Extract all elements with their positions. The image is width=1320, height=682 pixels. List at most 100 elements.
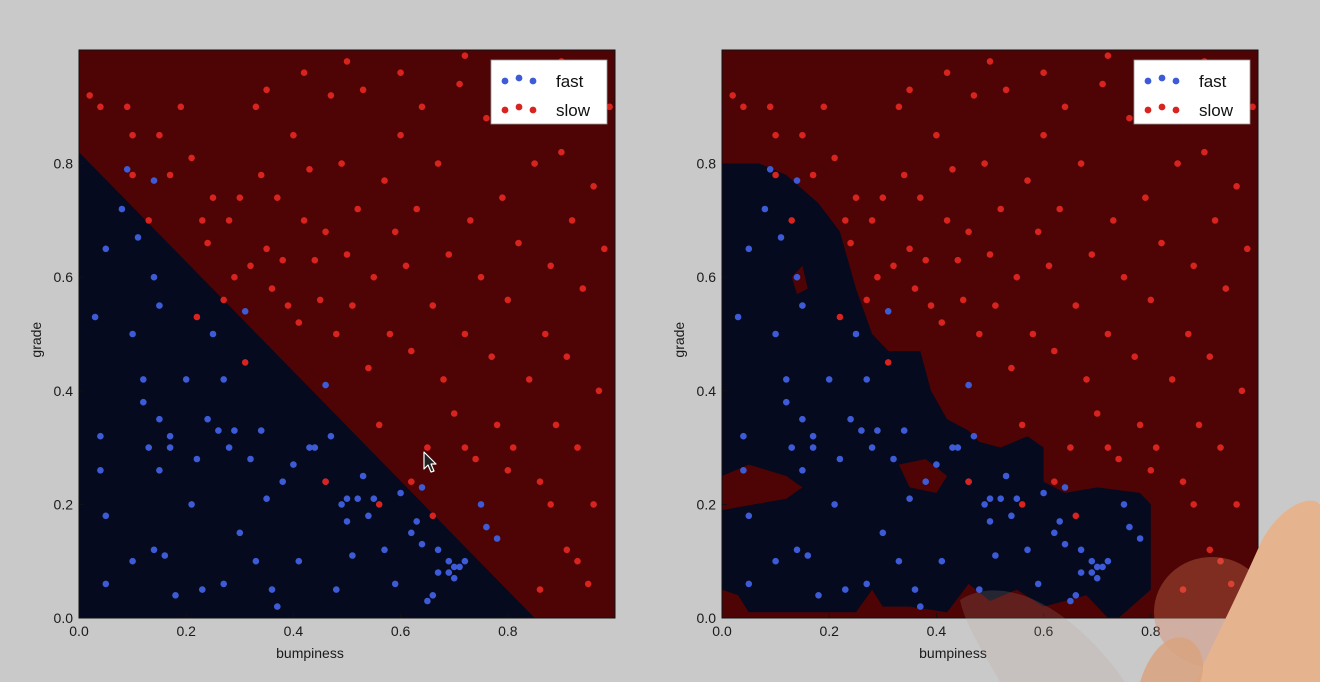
fast-point: [225, 444, 233, 451]
slow-point: [1190, 262, 1197, 270]
slow-point: [1136, 421, 1144, 429]
fast-point: [1056, 518, 1063, 525]
slow-point: [1168, 376, 1176, 383]
slow-point: [965, 228, 972, 236]
fast-point: [1077, 569, 1085, 576]
slow-point: [836, 313, 844, 321]
slow-point: [579, 285, 587, 292]
slow-point: [938, 319, 946, 326]
fast-point: [1077, 546, 1085, 554]
fast-point: [397, 489, 404, 497]
fast-point: [906, 495, 913, 503]
fast-point: [166, 444, 174, 451]
slow-point: [1093, 410, 1101, 417]
slow-point: [123, 103, 131, 111]
fast-point: [97, 432, 104, 440]
fast-point: [445, 569, 453, 576]
fast-point: [793, 546, 801, 554]
slow-point: [1131, 353, 1138, 361]
fast-point: [761, 205, 769, 213]
fast-point: [1099, 563, 1106, 571]
legend-marker-fast: [515, 74, 523, 82]
fast-point: [182, 376, 190, 383]
slow-point: [129, 131, 136, 139]
slow-point: [322, 478, 329, 486]
fast-point: [793, 273, 801, 281]
fast-point: [172, 592, 179, 599]
fast-point: [879, 529, 887, 537]
fast-point: [102, 245, 110, 253]
fast-point: [209, 330, 217, 338]
x-tick-label: 0.0: [69, 623, 89, 639]
slow-point: [906, 86, 913, 94]
y-tick-label: 0.0: [54, 610, 74, 626]
slow-point: [1013, 273, 1021, 281]
slow-point: [467, 217, 474, 224]
slow-point: [547, 262, 554, 270]
fast-point: [257, 427, 265, 434]
fast-point: [1040, 489, 1047, 497]
fast-point: [825, 376, 833, 383]
slow-point: [461, 444, 469, 451]
slow-point: [354, 205, 362, 213]
slow-point: [338, 160, 345, 167]
fast-point: [424, 597, 431, 605]
slow-point: [900, 171, 908, 179]
x-tick-label: 0.8: [1141, 623, 1161, 639]
fast-point: [852, 330, 860, 338]
fast-point: [1067, 597, 1074, 605]
y-tick-label: 0.0: [697, 610, 717, 626]
slow-point: [992, 302, 999, 309]
slow-point: [386, 330, 394, 338]
slow-point: [847, 239, 854, 247]
slow-point: [574, 444, 581, 451]
fast-point: [118, 205, 126, 213]
plot-frame: [721, 49, 1259, 619]
slow-point: [327, 92, 335, 99]
slow-point: [461, 330, 469, 338]
fast-point: [809, 444, 817, 451]
slow-point: [359, 86, 367, 94]
fast-point: [236, 529, 244, 537]
slow-region-island: [791, 265, 808, 295]
slow-point: [188, 154, 195, 162]
slow-point: [429, 512, 437, 520]
slow-point: [1206, 353, 1214, 361]
slow-point: [461, 52, 469, 59]
fast-point: [97, 467, 104, 474]
slow-point: [1126, 114, 1133, 122]
slow-point: [418, 103, 426, 111]
slow-point: [1018, 501, 1026, 508]
fast-point: [1088, 557, 1096, 565]
fast-point: [343, 518, 351, 525]
fast-point: [220, 376, 227, 383]
slow-point: [1115, 455, 1122, 463]
fast-point: [863, 376, 870, 383]
x-tick-label: 0.6: [391, 623, 411, 639]
slow-point: [290, 131, 297, 139]
slow-point: [263, 245, 270, 253]
knuckle-shape: [1140, 637, 1203, 682]
fast-point: [1008, 512, 1015, 520]
slow-point: [1233, 183, 1240, 190]
slow-point: [1072, 302, 1080, 309]
slow-point: [970, 92, 978, 99]
x-tick-label: 0.2: [819, 623, 839, 639]
legend-marker-fast: [1158, 74, 1166, 82]
slow-point: [236, 194, 244, 201]
slow-point: [788, 217, 795, 224]
fast-point: [263, 495, 270, 503]
fast-point: [970, 432, 978, 440]
slow-point: [1104, 330, 1112, 338]
fast-point: [306, 444, 313, 451]
slow-point: [1217, 444, 1224, 451]
fast-point: [156, 467, 163, 474]
slow-point: [1179, 586, 1187, 593]
slow-point: [997, 205, 1004, 213]
slow-point: [429, 302, 437, 309]
fast-point: [804, 552, 812, 559]
fast-point: [311, 444, 319, 451]
slow-point: [1040, 131, 1047, 139]
fast-point: [134, 234, 142, 241]
fast-point: [215, 427, 222, 434]
